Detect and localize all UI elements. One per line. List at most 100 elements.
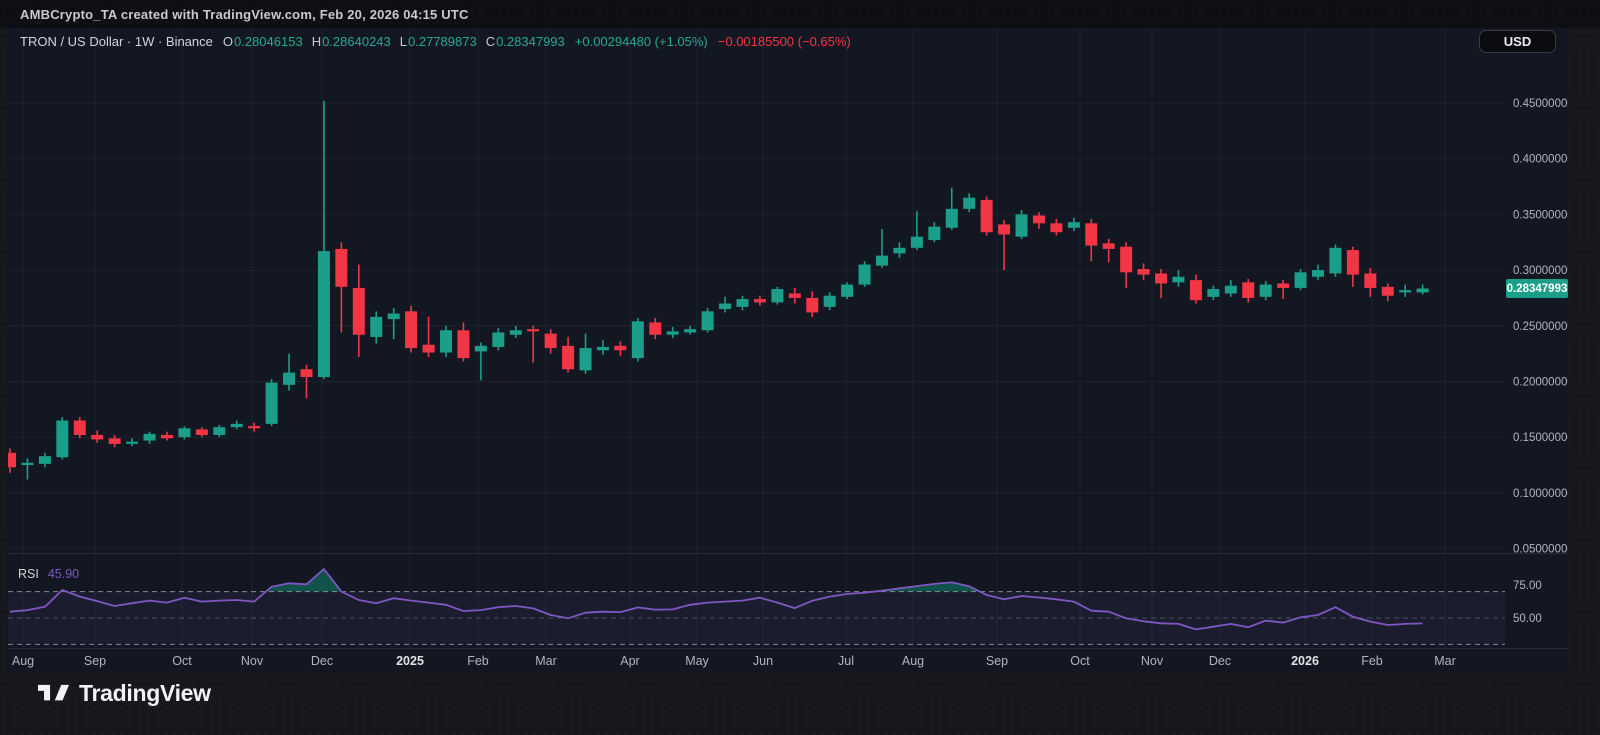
candle-body <box>1207 289 1220 297</box>
watermark-bar: AMBCrypto_TA created with TradingView.co… <box>0 0 1600 28</box>
candle-body <box>1277 283 1290 288</box>
last-price-badge: 0.28347993 <box>1506 279 1568 298</box>
change-positive: +0.00294480 (+1.05%) <box>574 33 708 49</box>
tradingview-logo[interactable]: TradingView <box>38 676 211 710</box>
candle-body <box>858 264 871 285</box>
time-axis-label: Dec <box>311 654 333 668</box>
candle-body <box>230 423 243 428</box>
candle-body <box>1381 286 1394 296</box>
ohlc-high: H0.28640243 <box>311 33 391 49</box>
time-axis-label: Oct <box>1070 654 1090 668</box>
candle-body <box>1259 284 1272 297</box>
chart-panel <box>8 28 1568 672</box>
candle-body <box>579 348 592 371</box>
candle-body <box>544 333 557 349</box>
candle-body <box>317 251 330 378</box>
candle-body <box>614 345 627 351</box>
candle-body <box>736 299 749 307</box>
candle-body <box>56 420 69 458</box>
candle-body <box>910 236 923 248</box>
rsi-legend: RSI 45.90 <box>18 566 79 582</box>
candle-body <box>753 299 766 303</box>
candle-body <box>1155 273 1168 284</box>
candle-body <box>893 247 906 254</box>
time-axis-label: Oct <box>172 654 192 668</box>
candle-body <box>440 330 452 353</box>
candle-body <box>1312 270 1324 277</box>
rsi-line <box>9 568 1423 631</box>
rsi-band-fill <box>8 591 1505 645</box>
time-axis-label: Feb <box>467 654 489 668</box>
candle-body <box>1224 285 1237 294</box>
candle-body <box>108 438 121 444</box>
candle-body <box>474 345 487 352</box>
candle-body <box>492 332 505 347</box>
candle-body <box>649 322 662 335</box>
candle-body <box>8 452 16 468</box>
candle-body <box>370 316 383 337</box>
candle-body <box>1294 272 1307 288</box>
candle-body <box>1416 288 1429 293</box>
time-axis-label: Jun <box>753 654 773 668</box>
candle-body <box>1172 276 1185 283</box>
candle-body <box>841 284 854 297</box>
price-axis-label: 0.10000000 <box>1513 488 1568 500</box>
time-axis-label: Nov <box>241 654 264 668</box>
price-axis-label: 0.35000000 <box>1513 209 1568 221</box>
candle-body <box>21 462 34 466</box>
candle-body <box>719 303 732 310</box>
chart-area[interactable]: 0.45000000 0.40000000 0.35000000 0.30000000… <box>8 28 1568 672</box>
time-axis-label: 2026 <box>1291 654 1319 668</box>
candle-body <box>562 345 575 370</box>
symbol-title: TRON / US Dollar · 1W · Binance <box>20 33 213 49</box>
candle-body <box>73 420 86 435</box>
candle-body <box>1189 280 1202 301</box>
candle-body <box>126 441 139 444</box>
time-axis-label: Nov <box>1141 654 1164 668</box>
time-axis-label: Aug <box>12 654 34 668</box>
symbol-legend: TRON / US Dollar · 1W · Binance O0.28046… <box>20 33 860 49</box>
time-axis-label: May <box>685 654 709 668</box>
candle-body <box>509 330 522 335</box>
watermark-text: AMBCrypto_TA created with TradingView.co… <box>20 6 469 22</box>
candle-body <box>1015 214 1028 237</box>
rsi-value: 45.90 <box>47 567 80 581</box>
rsi-label: RSI <box>18 567 39 581</box>
tradingview-logo-icon <box>38 684 69 700</box>
candle-body <box>405 311 418 349</box>
candle-body <box>91 434 104 440</box>
candle-body <box>335 248 348 287</box>
time-axis-label: Jul <box>838 654 854 668</box>
candle-body <box>1085 223 1098 246</box>
price-axis[interactable] <box>1505 28 1568 648</box>
candle-body <box>771 289 784 303</box>
rsi-axis-label: 50.00 <box>1513 613 1542 625</box>
time-axis-label: Sep <box>986 654 1008 668</box>
candle-body <box>823 295 836 307</box>
candle-body <box>980 199 993 233</box>
time-axis-label: Aug <box>902 654 924 668</box>
ohlc-low: L0.27789873 <box>399 33 477 49</box>
candle-body <box>1050 223 1063 233</box>
price-axis-label: 0.40000000 <box>1513 154 1568 166</box>
candle-body <box>248 426 261 429</box>
price-axis-label: 0.15000000 <box>1513 432 1568 444</box>
candle-body <box>1242 282 1255 298</box>
time-axis-label: Apr <box>620 654 639 668</box>
price-axis-label: 0.45000000 <box>1513 98 1568 110</box>
price-axis-label: 0.25000000 <box>1513 321 1568 333</box>
time-axis[interactable] <box>8 648 1505 672</box>
tradingview-logo-text: TradingView <box>79 679 211 706</box>
price-axis-label: 0.05000000 <box>1513 544 1568 556</box>
time-axis-label: Mar <box>1434 654 1456 668</box>
candle-body <box>265 382 278 424</box>
time-axis-label: 2025 <box>396 654 424 668</box>
candle-body <box>701 311 714 331</box>
price-axis-label: 0.20000000 <box>1513 377 1568 389</box>
currency-toggle-button[interactable]: USD <box>1479 30 1556 53</box>
time-axis-label: Feb <box>1361 654 1383 668</box>
candle-body <box>1399 290 1412 293</box>
time-axis-label: Sep <box>84 654 106 668</box>
candle-body <box>283 372 296 385</box>
